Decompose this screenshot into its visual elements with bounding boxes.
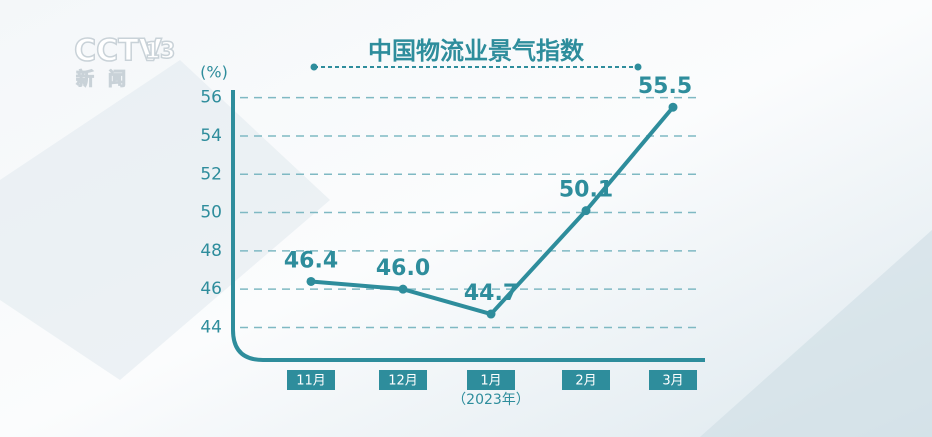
- title-dot: [634, 63, 642, 71]
- data-label: 55.5: [638, 74, 692, 99]
- chart-title: 中国物流业景气指数: [368, 37, 585, 65]
- x-tick-label: 2月: [575, 374, 596, 389]
- data-label: 50.1: [559, 178, 613, 203]
- x-tick-box: [379, 370, 427, 390]
- data-label: 44.7: [464, 281, 518, 306]
- x-tick-box: [467, 370, 515, 390]
- x-tick-label: 3月: [662, 374, 683, 389]
- point: [398, 284, 408, 294]
- y-tick-label: 48: [200, 241, 222, 261]
- x-tick-box: [287, 370, 335, 390]
- x-tick-box: [649, 370, 697, 390]
- data-label: 46.0: [376, 256, 430, 281]
- data-label: 46.4: [284, 248, 338, 273]
- logo: CCTV: [74, 34, 162, 69]
- logo: 新闻: [76, 68, 140, 90]
- x-tick-box: [562, 370, 610, 390]
- x-tick-label: 12月: [388, 374, 418, 389]
- point: [668, 102, 678, 112]
- point: [486, 309, 496, 319]
- point: [306, 276, 316, 286]
- logo: 13: [145, 39, 176, 64]
- x-tick-label: 11月: [296, 374, 326, 389]
- decor: [0, 60, 330, 380]
- point: [581, 206, 591, 216]
- y-tick-label: 46: [200, 279, 222, 299]
- decor: [700, 230, 932, 437]
- y-tick-label: 54: [200, 126, 222, 146]
- y-tick-label: 56: [200, 88, 222, 108]
- x-axis-label: （2023年）: [452, 392, 530, 408]
- y-tick-label: 50: [200, 203, 222, 223]
- axis: [231, 90, 705, 362]
- title-dot: [310, 63, 318, 71]
- y-tick-label: 44: [200, 317, 222, 337]
- y-tick-label: 52: [200, 164, 222, 184]
- y-axis-label: (%): [200, 63, 228, 82]
- x-tick-label: 1月: [480, 374, 501, 389]
